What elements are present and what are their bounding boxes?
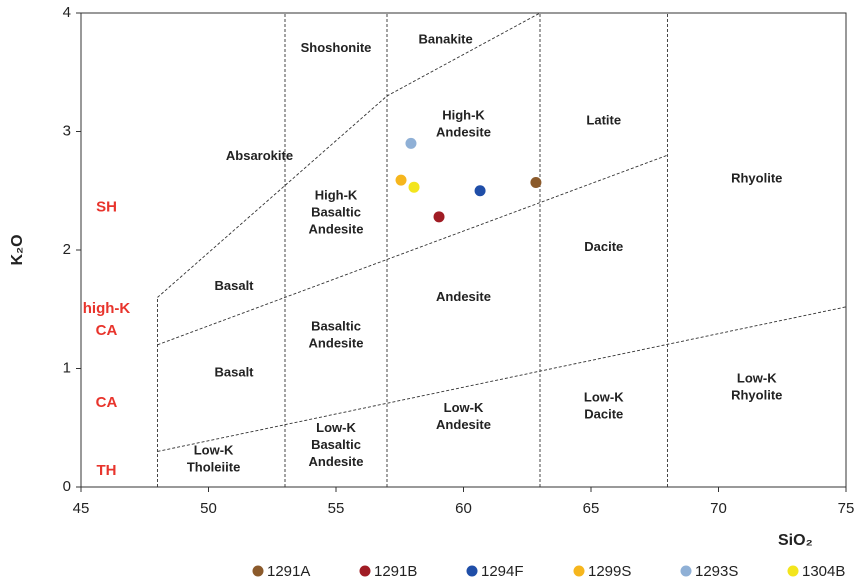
series-label: high-K	[83, 300, 131, 317]
region-label: Low-K	[737, 370, 777, 385]
data-point	[405, 137, 417, 149]
legend-marker	[680, 565, 692, 577]
region-label: Banakite	[419, 32, 473, 47]
region-label: Basaltic	[311, 437, 361, 452]
x-tick-label: 75	[838, 500, 854, 517]
series-label: SH	[96, 198, 117, 215]
x-tick-label: 50	[200, 500, 217, 517]
data-point	[433, 211, 445, 223]
legend-marker	[252, 565, 264, 577]
legend-label: 1293S	[695, 563, 738, 580]
region-label: Andesite	[436, 417, 491, 432]
x-axis-label: SiO₂	[778, 532, 813, 549]
region-label: Dacite	[584, 239, 623, 254]
y-tick-label: 0	[63, 478, 71, 495]
data-point	[474, 185, 486, 197]
legend-label: 1294F	[481, 563, 524, 580]
region-label: Absarokite	[226, 148, 293, 163]
boundary-line	[157, 154, 668, 346]
legend-label: 1291A	[267, 563, 310, 580]
region-label: Basaltic	[311, 205, 361, 220]
region-label: Low-K	[194, 443, 234, 458]
region-label: Shoshonite	[301, 40, 372, 55]
x-tick-label: 60	[455, 500, 472, 517]
data-point	[395, 174, 407, 186]
y-tick-label: 2	[63, 241, 71, 258]
y-axis-label: K₂O	[9, 234, 26, 265]
y-tick-label: 3	[63, 122, 71, 139]
legend-marker	[466, 565, 478, 577]
region-label: Low-K	[316, 420, 356, 435]
boundary-line	[157, 306, 847, 452]
x-tick-label: 45	[73, 500, 90, 517]
data-point	[530, 176, 542, 188]
legend-label: 1299S	[588, 563, 631, 580]
region-label: Andesite	[309, 335, 364, 350]
series-label: TH	[97, 462, 117, 479]
series-label: CA	[96, 394, 118, 411]
legend-label: 1304B	[802, 563, 845, 580]
region-label: High-K	[442, 107, 485, 122]
region-label: High-K	[315, 188, 358, 203]
boundary-line	[157, 12, 541, 298]
region-label: Andesite	[309, 222, 364, 237]
region-label: Basalt	[214, 365, 254, 380]
region-label: Andesite	[436, 124, 491, 139]
x-tick-label: 55	[328, 500, 345, 517]
region-label: Low-K	[444, 400, 484, 415]
region-label: Andesite	[309, 454, 364, 469]
data-point	[408, 181, 420, 193]
region-label: Rhyolite	[731, 170, 782, 185]
region-label: Latite	[586, 112, 621, 127]
legend-marker	[573, 565, 585, 577]
x-tick-label: 70	[710, 500, 727, 517]
region-label: Rhyolite	[731, 387, 782, 402]
legend-label: 1291B	[374, 563, 417, 580]
series-label: CA	[96, 322, 118, 339]
region-label: Basaltic	[311, 318, 361, 333]
legend-marker	[359, 565, 371, 577]
region-label: Andesite	[436, 289, 491, 304]
plot-frame	[80, 12, 847, 488]
region-label: Low-K	[584, 389, 624, 404]
region-label: Tholeiite	[187, 460, 240, 475]
region-label: Dacite	[584, 406, 623, 421]
region-label: Basalt	[214, 278, 254, 293]
legend-marker	[787, 565, 799, 577]
y-tick-label: 1	[63, 359, 71, 376]
x-tick-label: 65	[583, 500, 600, 517]
y-tick-label: 4	[63, 4, 71, 21]
